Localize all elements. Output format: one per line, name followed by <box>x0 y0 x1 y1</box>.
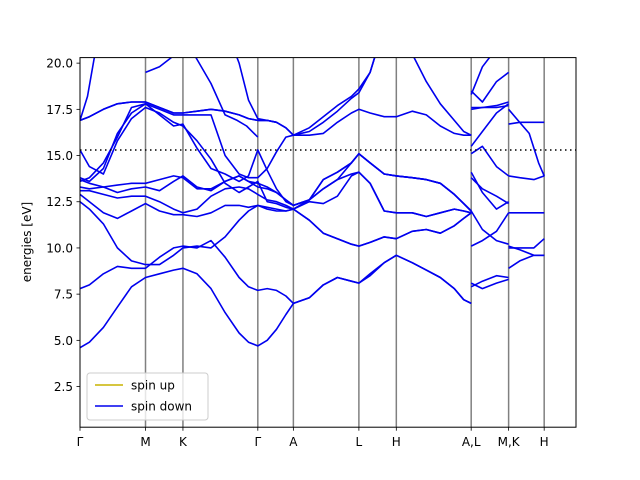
x-tick-label-3: Γ <box>254 435 261 449</box>
x-tick-label-7: A,L <box>462 435 481 449</box>
x-tick-label-0: Γ <box>77 435 84 449</box>
band-line-30 <box>508 245 545 257</box>
band-line-19 <box>470 210 509 245</box>
x-tick-label-2: K <box>179 435 188 449</box>
band-line-24 <box>471 104 509 109</box>
band-line-14 <box>145 57 259 138</box>
band-line-26 <box>470 71 510 103</box>
legend-label-spin-down: spin down <box>131 400 192 414</box>
plot-frame <box>79 57 577 428</box>
band-line-25 <box>471 101 509 111</box>
band-line-12 <box>80 57 472 183</box>
band-line-33 <box>508 121 545 125</box>
y-tick-label-7: 20.0 <box>46 57 73 71</box>
x-tick-label-1: M <box>140 435 150 449</box>
x-axis-ticks: Γ M K Γ A L H A,L M,K H <box>77 427 549 449</box>
y-tick-label-5: 15.0 <box>46 149 73 163</box>
legend-label-spin-up: spin up <box>131 379 175 393</box>
x-tick-label-6: H <box>392 435 401 449</box>
y-axis-label: energies [eV] <box>20 202 34 282</box>
y-tick-label-0: 2.5 <box>54 380 73 394</box>
x-tick-label-5: L <box>356 435 363 449</box>
legend: spin up spin down <box>86 372 209 421</box>
band-line-16 <box>470 274 509 288</box>
x-tick-label-8: M,K <box>498 435 521 449</box>
band-line-32 <box>508 175 545 181</box>
band-line-15 <box>236 57 277 124</box>
band-line-13 <box>80 57 96 121</box>
x-tick-label-9: H <box>540 435 549 449</box>
band-lines <box>80 57 545 349</box>
y-axis-ticks: 2.5 5.0 7.5 10.0 12.5 15.0 17.5 20.0 <box>46 57 80 394</box>
band-line-17 <box>470 278 509 290</box>
band-line-21 <box>470 177 510 205</box>
y-tick-label-1: 5.0 <box>54 334 73 348</box>
y-tick-label-4: 12.5 <box>46 195 73 209</box>
band-line-9 <box>80 103 472 212</box>
y-tick-label-3: 10.0 <box>46 241 73 255</box>
y-tick-label-6: 17.5 <box>46 103 73 117</box>
band-line-23 <box>470 103 510 147</box>
band-line-4 <box>80 193 472 247</box>
x-tick-label-4: A <box>289 435 298 449</box>
y-tick-label-2: 7.5 <box>54 288 73 302</box>
band-line-22 <box>470 145 510 177</box>
band-line-34 <box>507 108 545 177</box>
